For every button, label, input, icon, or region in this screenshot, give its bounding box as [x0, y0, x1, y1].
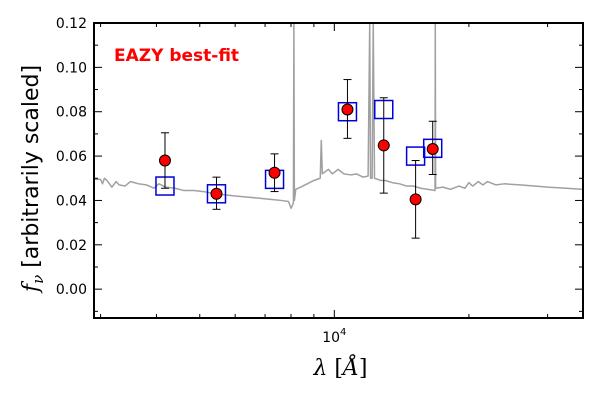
- observed-point: [341, 103, 354, 116]
- observed-point: [158, 154, 171, 167]
- plot-frame: [93, 22, 584, 319]
- x-axis-title: λ [Å]: [312, 353, 367, 381]
- y-tick-label: 0.06: [56, 149, 87, 165]
- observed-point: [210, 187, 223, 200]
- x-tick-label: 104: [322, 327, 346, 346]
- observed-point: [268, 166, 281, 179]
- observed-point: [426, 142, 439, 155]
- errorbar-layer: [160, 79, 437, 239]
- observed-point: [377, 139, 390, 152]
- spectrum-layer: [94, 23, 583, 209]
- y-tick-label: 0.00: [56, 282, 87, 298]
- y-tick-label: 0.12: [56, 16, 87, 32]
- y-tick-label: 0.08: [56, 105, 87, 121]
- fit-annotation: EAZY best-fit: [114, 46, 239, 66]
- y-tick-label: 0.10: [56, 60, 87, 76]
- y-tick-label: 0.04: [56, 193, 87, 209]
- observed-point: [409, 193, 422, 206]
- spectrum-line: [94, 23, 583, 209]
- y-axis-title: fν [arbitrarily scaled]: [19, 65, 47, 294]
- y-tick-label: 0.02: [56, 238, 87, 254]
- tick-label-layer: 0.00 0.02 0.04 0.06 0.08 0.10 0.12 104: [56, 16, 347, 346]
- observed-photometry-layer: [158, 103, 439, 206]
